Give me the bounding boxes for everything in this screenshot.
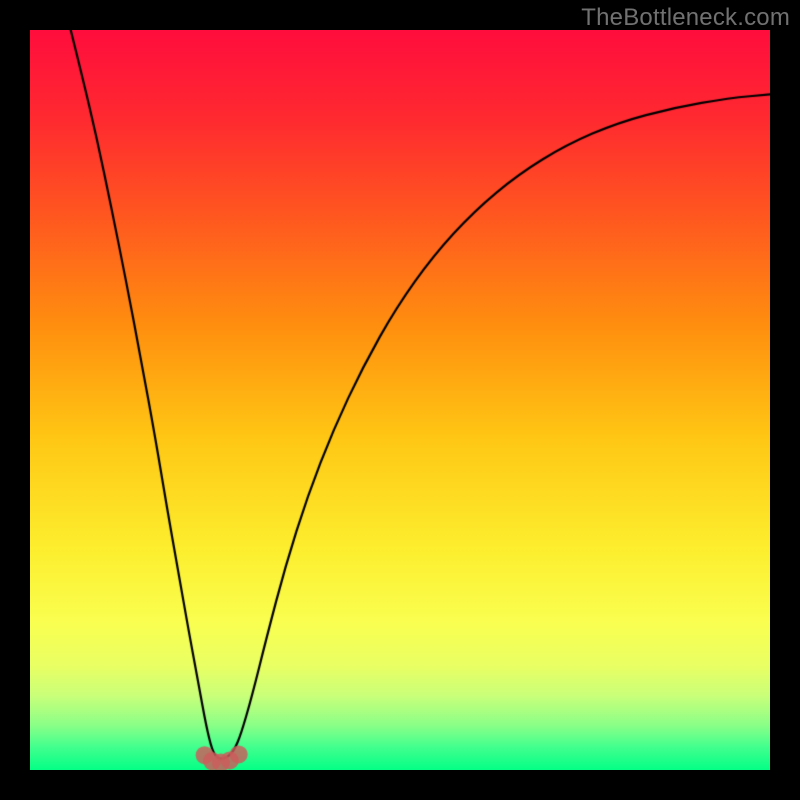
watermark-text: TheBottleneck.com	[581, 4, 790, 32]
outer-frame: TheBottleneck.com	[0, 0, 800, 800]
plot-canvas	[30, 30, 770, 770]
plot-area	[30, 30, 770, 770]
